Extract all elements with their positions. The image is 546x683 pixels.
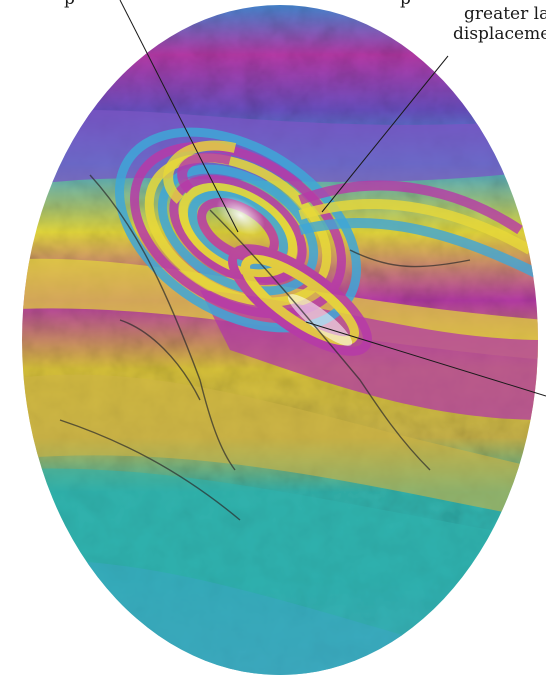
fault-lines [59, 174, 471, 521]
label-greater-displacement-line1: greater la [464, 4, 546, 24]
leader-lines [119, 0, 546, 397]
leader-line-right-lower [305, 321, 546, 397]
label-greater-displacement-line2: displaceme [453, 24, 546, 44]
leader-line-right-upper [321, 55, 449, 213]
leader-line-top [119, 0, 239, 233]
fringe-rings [114, 127, 372, 356]
label-top-left-fragment: p [64, 0, 75, 9]
label-top-right-fragment: p [400, 0, 411, 9]
